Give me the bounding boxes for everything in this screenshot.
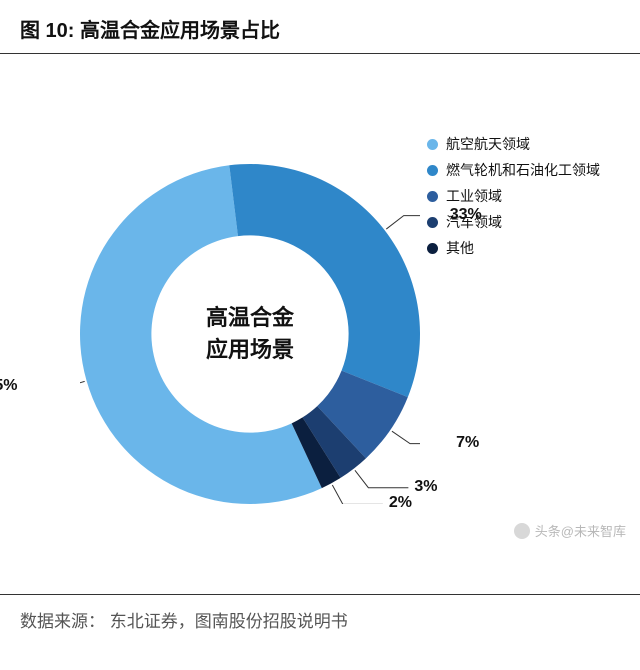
legend: 航空航天领域燃气轮机和石油化工领域工业领域汽车领域其他 (427, 134, 600, 264)
center-line2: 应用场景 (206, 334, 294, 366)
slice-percent-label: 3% (414, 478, 437, 496)
slice-percent-label: 55% (0, 377, 18, 395)
legend-item: 燃气轮机和石油化工领域 (427, 160, 600, 180)
donut-chart: 高温合金 应用场景 (80, 164, 420, 504)
center-line1: 高温合金 (206, 302, 294, 334)
legend-label: 工业领域 (446, 186, 502, 206)
data-source: 数据来源： 东北证券，图南股份招股说明书 (0, 594, 640, 644)
legend-label: 燃气轮机和石油化工领域 (446, 160, 600, 180)
leader-line (355, 470, 408, 487)
legend-label: 航空航天领域 (446, 134, 530, 154)
legend-item: 工业领域 (427, 186, 600, 206)
legend-swatch (427, 217, 438, 228)
source-text: 东北证券，图南股份招股说明书 (110, 612, 348, 631)
title-prefix: 图 10: (20, 20, 74, 42)
donut-center-label: 高温合金 应用场景 (206, 302, 294, 366)
legend-label: 汽车领域 (446, 212, 502, 232)
leader-line (80, 381, 85, 387)
watermark-icon (514, 523, 530, 539)
legend-label: 其他 (446, 238, 474, 258)
slice-percent-label: 2% (389, 494, 412, 512)
watermark: 头条@未来智库 (514, 521, 626, 540)
leader-line (392, 431, 420, 443)
source-prefix: 数据来源： (20, 612, 105, 631)
legend-swatch (427, 191, 438, 202)
legend-swatch (427, 165, 438, 176)
legend-item: 其他 (427, 238, 600, 258)
watermark-text: 头条@未来智库 (535, 521, 626, 540)
legend-swatch (427, 243, 438, 254)
chart-area: 高温合金 应用场景 55%33%7%3%2% 航空航天领域燃气轮机和石油化工领域… (0, 54, 640, 594)
legend-swatch (427, 139, 438, 150)
figure-title: 图 10: 高温合金应用场景占比 (0, 0, 640, 54)
slice-percent-label: 7% (456, 434, 479, 452)
legend-item: 汽车领域 (427, 212, 600, 232)
leader-line (386, 216, 420, 229)
legend-item: 航空航天领域 (427, 134, 600, 154)
title-text: 高温合金应用场景占比 (80, 20, 280, 42)
